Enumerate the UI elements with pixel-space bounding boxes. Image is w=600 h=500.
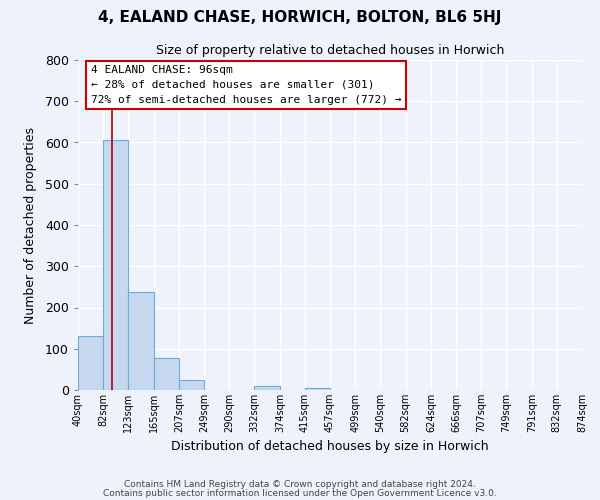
Bar	[78, 336, 103, 390]
Text: Contains HM Land Registry data © Crown copyright and database right 2024.: Contains HM Land Registry data © Crown c…	[124, 480, 476, 489]
Bar	[179, 380, 205, 390]
Y-axis label: Number of detached properties: Number of detached properties	[23, 126, 37, 324]
X-axis label: Distribution of detached houses by size in Horwich: Distribution of detached houses by size …	[171, 440, 489, 454]
Text: 4, EALAND CHASE, HORWICH, BOLTON, BL6 5HJ: 4, EALAND CHASE, HORWICH, BOLTON, BL6 5H…	[98, 10, 502, 25]
Bar	[154, 358, 179, 390]
Bar	[103, 140, 128, 390]
Bar	[305, 388, 330, 390]
Title: Size of property relative to detached houses in Horwich: Size of property relative to detached ho…	[156, 44, 504, 58]
Bar	[254, 386, 280, 390]
Text: 4 EALAND CHASE: 96sqm
← 28% of detached houses are smaller (301)
72% of semi-det: 4 EALAND CHASE: 96sqm ← 28% of detached …	[91, 65, 401, 104]
Text: Contains public sector information licensed under the Open Government Licence v3: Contains public sector information licen…	[103, 488, 497, 498]
Bar	[128, 292, 154, 390]
